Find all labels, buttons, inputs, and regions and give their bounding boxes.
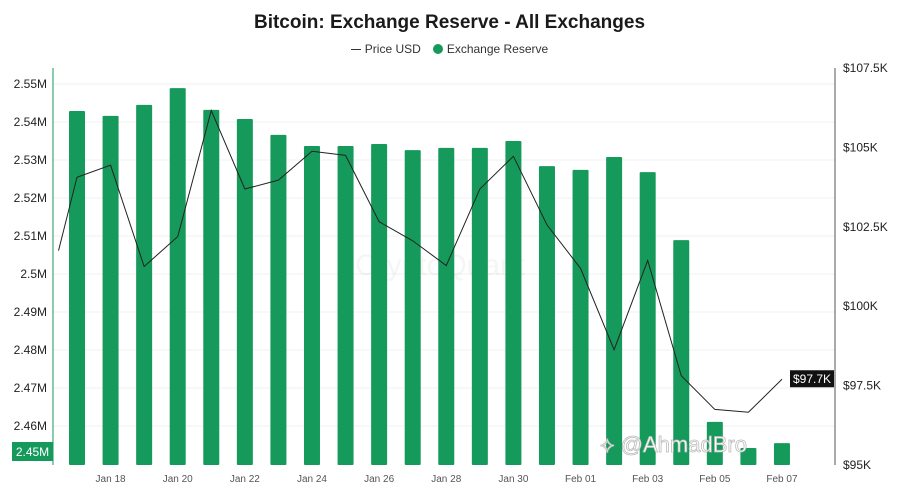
left-tick-label: 2.55M — [14, 77, 47, 91]
x-tick-label: Feb 01 — [565, 474, 597, 485]
left-tick-label: 2.52M — [14, 191, 47, 205]
current-price-badge — [790, 370, 834, 388]
bar-feb-05 — [706, 421, 723, 465]
x-tick-label: Jan 18 — [96, 474, 126, 485]
bar-jan-24 — [303, 145, 320, 465]
x-tick-label: Feb 07 — [766, 474, 798, 485]
right-tick-label: $100K — [843, 299, 878, 313]
left-tick-label: 2.51M — [14, 229, 47, 243]
bar-jan-23 — [270, 134, 287, 466]
left-tick-label: 2.47M — [14, 381, 47, 395]
bar-feb-06 — [740, 448, 757, 465]
left-tick-label: 2.5M — [20, 267, 47, 281]
x-tick-label: Jan 28 — [431, 474, 461, 485]
bar-jan-18 — [102, 115, 119, 466]
left-tick-label: 2.46M — [14, 419, 47, 433]
x-tick-label: Jan 26 — [364, 474, 394, 485]
left-tick-label: 2.49M — [14, 305, 47, 319]
bar-jan-30 — [505, 141, 522, 465]
bar-feb-03 — [639, 172, 656, 465]
bar-feb-07 — [773, 443, 790, 465]
legend-label-reserve: Exchange Reserve — [446, 42, 549, 56]
bar-jan-29 — [471, 147, 488, 465]
left-tick-label: 2.48M — [14, 343, 47, 357]
legend-item-reserve[interactable]: Exchange Reserve — [432, 42, 549, 56]
legend-dot-icon — [432, 44, 443, 54]
left-tick-label: 2.54M — [14, 115, 47, 129]
left-tick-label: 2.53M — [14, 153, 47, 167]
x-tick-label: Feb 03 — [632, 474, 664, 485]
x-tick-label: Jan 20 — [163, 474, 193, 485]
bar-jan-17 — [69, 110, 85, 465]
chart-title: Bitcoin: Exchange Reserve - All Exchange… — [253, 12, 646, 33]
legend-item-price[interactable]: Price USD — [350, 42, 421, 56]
bar-jan-21 — [203, 109, 220, 465]
x-tick-label: Feb 05 — [699, 474, 731, 485]
bar-jan-25 — [337, 145, 354, 465]
x-tick-label: Jan 30 — [498, 474, 528, 485]
current-price-label: $97.7K — [793, 372, 831, 386]
right-tick-label: $97.5K — [843, 379, 881, 393]
bar-jan-26 — [371, 144, 388, 466]
bar-jan-19 — [136, 104, 153, 466]
current-reserve-label: 2.45M — [16, 445, 49, 459]
bar-jan-28 — [438, 147, 455, 465]
right-tick-label: $107.5K — [843, 61, 888, 75]
bar-jan-20 — [169, 88, 186, 466]
watermark-ahmadbro: ⟡ @AhmadBro — [600, 432, 747, 457]
bar-jan-27 — [404, 150, 421, 465]
bar-feb-02 — [606, 156, 623, 465]
legend-label-price: Price USD — [364, 42, 421, 56]
bar-feb-01 — [572, 169, 589, 465]
current-reserve-badge — [12, 442, 53, 461]
bar-feb-04 — [673, 240, 690, 465]
legend: Price USD Exchange Reserve — [0, 42, 899, 56]
right-tick-label: $95K — [843, 458, 871, 472]
right-tick-label: $102.5K — [843, 220, 888, 234]
x-tick-label: Jan 22 — [230, 474, 260, 485]
legend-line-icon — [350, 48, 361, 50]
right-tick-label: $105K — [843, 140, 878, 154]
x-tick-label: Jan 24 — [297, 474, 327, 485]
bar-jan-22 — [236, 118, 253, 466]
bar-jan-31 — [538, 166, 555, 465]
